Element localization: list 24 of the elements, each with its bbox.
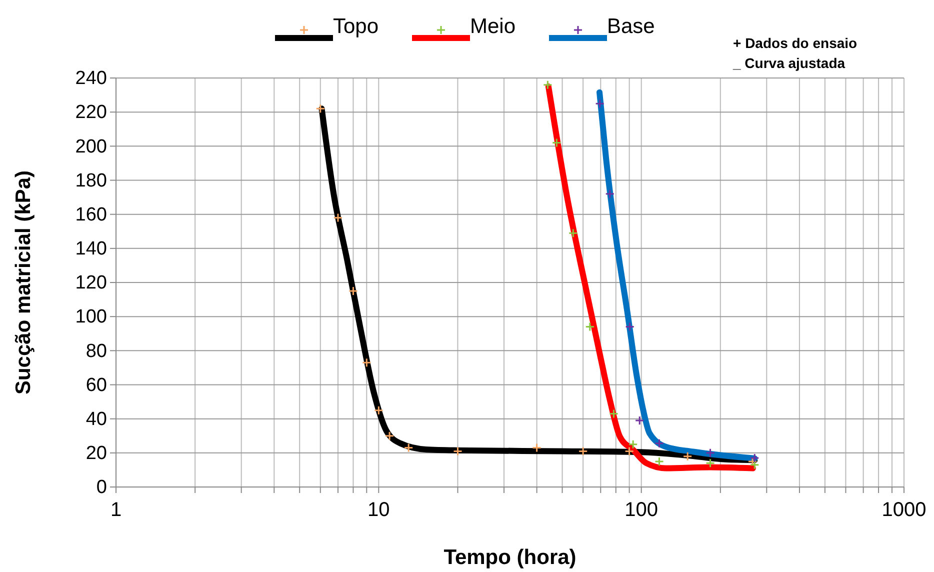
y-tick-label: 20 (86, 442, 107, 464)
x-tick-label: 1 (110, 499, 122, 521)
text: + Dados do ensaio (733, 35, 858, 51)
y-tick-label: 240 (75, 68, 107, 90)
x-tick-label: 1000 (882, 499, 926, 521)
y-axis-title: Sucção matricial (kPa) (12, 170, 35, 395)
y-tick-label: 120 (75, 272, 107, 294)
y-tick-label: 80 (86, 340, 107, 362)
y-tick-label: 180 (75, 170, 107, 192)
legend-label: Base (607, 15, 655, 38)
y-tick-label: 200 (75, 136, 107, 158)
y-tick-label: 40 (86, 408, 107, 430)
legend-label: Meio (470, 15, 516, 38)
x-tick-label: 10 (368, 499, 390, 521)
y-tick-label: 220 (75, 102, 107, 124)
y-tick-label: 60 (86, 374, 107, 396)
y-tick-label: 0 (96, 477, 107, 498)
y-tick-label: 160 (75, 204, 107, 226)
text: _ Curva ajustada (732, 55, 846, 71)
x-tick-label: 100 (624, 499, 658, 521)
y-tick-label: 140 (75, 238, 107, 260)
legend-label: Topo (333, 15, 379, 38)
x-axis-title: Tempo (hora) (444, 546, 576, 569)
y-tick-label: 100 (75, 306, 107, 328)
